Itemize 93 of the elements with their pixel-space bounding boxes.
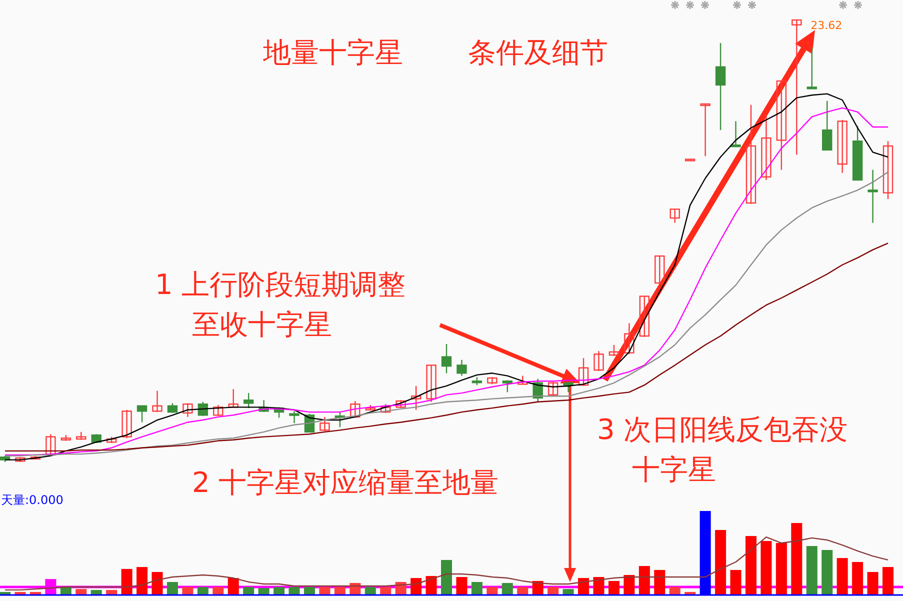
candlestick [608, 344, 620, 357]
bar [882, 567, 894, 595]
bar [212, 587, 224, 595]
candlestick [441, 343, 452, 374]
bar [806, 546, 818, 595]
candlestick [700, 103, 710, 157]
candlestick [578, 358, 589, 387]
bar [486, 587, 498, 595]
annotation: 23.62 [810, 19, 842, 32]
candlestick [289, 410, 300, 424]
candlestick [122, 409, 132, 439]
candlestick [350, 400, 360, 418]
bar [638, 566, 650, 595]
bar [471, 582, 482, 595]
bar [760, 540, 772, 595]
candlestick [46, 434, 56, 456]
bar [669, 587, 680, 595]
bar [228, 578, 239, 595]
candlestick [136, 405, 148, 423]
bar [304, 587, 315, 595]
bar [548, 587, 559, 595]
bar [608, 580, 620, 595]
text: 地量十字星 [262, 36, 403, 69]
bar [288, 587, 300, 595]
candlestick [822, 100, 832, 151]
bar [745, 536, 756, 595]
bar [852, 562, 864, 595]
text: 2 十字星对应缩量至地量 [192, 466, 499, 499]
bar [274, 587, 285, 595]
bar [334, 587, 346, 595]
bar [166, 582, 178, 595]
candlestick [320, 416, 330, 432]
bar [152, 572, 163, 595]
bar [822, 550, 833, 595]
candlestick [806, 47, 817, 90]
bar [76, 589, 87, 595]
candlestick [410, 385, 422, 410]
bar [136, 567, 148, 595]
candlestick [243, 392, 254, 409]
candlestick [548, 381, 558, 397]
candlestick [654, 255, 665, 284]
candlestick [594, 350, 604, 372]
bar [593, 577, 604, 595]
bar [441, 560, 452, 595]
bar [836, 558, 848, 595]
candlestick [182, 402, 193, 418]
candlestick [882, 140, 894, 200]
bar [319, 587, 330, 595]
candlestick [502, 380, 512, 393]
candlestick [715, 42, 726, 131]
bar [243, 587, 254, 595]
candlestick [837, 119, 848, 174]
bar [364, 587, 376, 595]
candlestick [761, 114, 772, 181]
text: 天量:0.000 [1, 493, 64, 507]
bar [562, 589, 574, 595]
candlestick [456, 359, 467, 376]
candlestick [746, 104, 756, 204]
bar [730, 570, 742, 595]
bar [426, 576, 437, 595]
bar [776, 543, 787, 595]
bar [380, 587, 392, 595]
bar [654, 570, 666, 595]
bar [791, 523, 802, 595]
bar [410, 578, 422, 595]
annotation: 至收十字星 [192, 308, 332, 341]
candlestick [868, 169, 878, 224]
candlestick [167, 402, 178, 414]
candlestick [670, 208, 680, 224]
annotation: 1 上行阶段短期调整 [155, 268, 406, 301]
candlestick [228, 388, 238, 408]
bar [624, 575, 635, 595]
bar [578, 578, 590, 595]
bar [867, 572, 878, 595]
candlestick [730, 120, 741, 148]
candlestick [426, 364, 436, 402]
bar [517, 587, 528, 595]
bar [715, 530, 726, 595]
bar [197, 587, 208, 595]
candlestick [639, 296, 650, 338]
candlestick [213, 404, 224, 417]
bar [121, 568, 132, 595]
candlestick [624, 322, 634, 355]
text: 条件及细节 [468, 36, 608, 69]
bar [258, 588, 270, 595]
bar [456, 577, 468, 595]
candlestick [152, 390, 162, 413]
bar [182, 587, 194, 595]
annotation: 十字星 [632, 453, 716, 486]
candlestick [776, 80, 787, 170]
candlestick [792, 19, 802, 156]
annotation: 3 次日阳线反包吞没 [597, 413, 848, 446]
bar [502, 582, 513, 595]
